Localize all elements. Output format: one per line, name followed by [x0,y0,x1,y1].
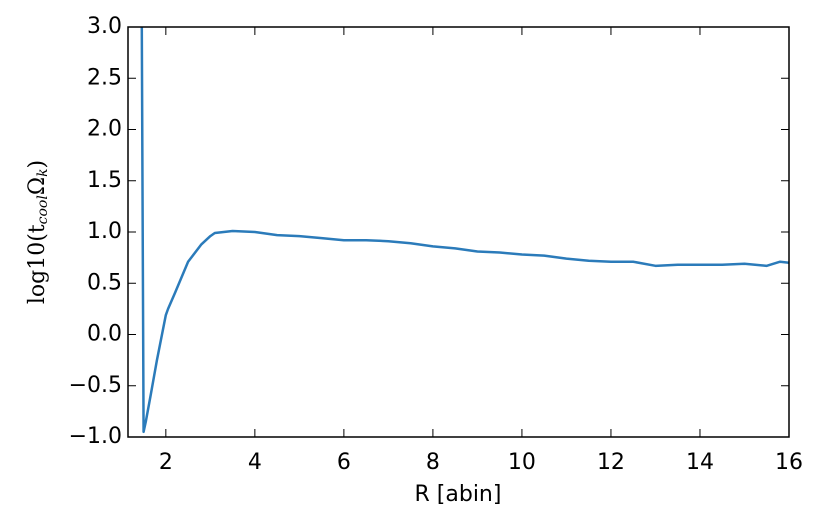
y-tick-label: −1.0 [69,424,122,449]
y-tick-label: 2.0 [87,117,122,142]
x-axis-label: R [abin] [415,482,502,507]
x-tick-label: 8 [426,450,440,475]
data-line [140,27,789,434]
y-axis-label: log10(tcoolΩk) [25,160,51,304]
plot-frame [127,26,790,438]
y-tick-label: 1.5 [87,168,122,193]
y-tick-label: −0.5 [69,373,122,398]
x-tick-label: 6 [337,450,351,475]
plot-area [140,27,789,434]
x-tick-label: 12 [597,450,625,475]
y-tick-label: 0.5 [87,270,122,295]
x-tick-label: 14 [686,450,714,475]
y-tick-label: 3.0 [87,14,122,39]
x-tick-label: 16 [775,450,803,475]
y-tick-label: 1.0 [87,219,122,244]
x-tick-label: 2 [159,450,173,475]
x-tick-label: 4 [248,450,262,475]
x-tick-label: 10 [508,450,536,475]
y-tick-label: 2.5 [87,65,122,90]
y-tick-label: 0.0 [87,322,122,347]
